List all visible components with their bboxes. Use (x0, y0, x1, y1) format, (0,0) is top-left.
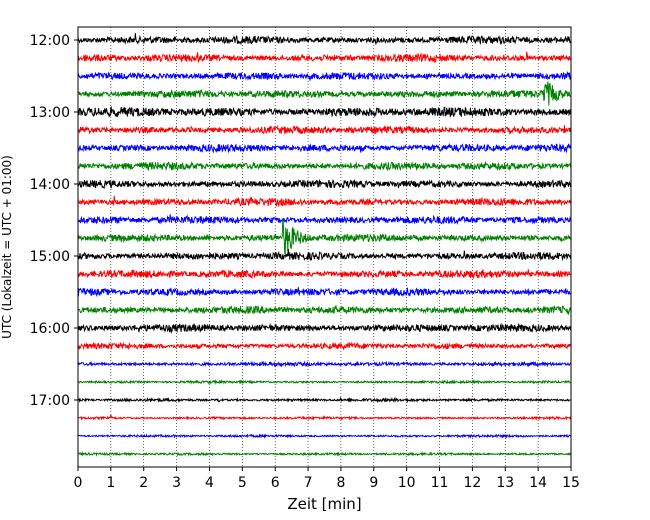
trace-row (77, 304, 572, 316)
x-tick-label: 9 (369, 475, 378, 491)
seismogram-trace (77, 160, 572, 172)
y-axis-label: UTC (Lokalzeit = UTC + 01:00) (0, 155, 14, 339)
x-tick-label: 2 (139, 475, 148, 491)
seismogram-trace (77, 450, 572, 457)
seismogram-trace (77, 379, 572, 385)
seismogram-trace (77, 214, 572, 225)
trace-row (77, 160, 572, 172)
trace-row (77, 214, 572, 225)
x-tick-label: 5 (238, 475, 247, 491)
trace-row (77, 70, 572, 81)
seismogram-trace (77, 248, 572, 262)
trace-row (77, 450, 572, 457)
x-tick-label: 7 (304, 475, 313, 491)
x-tick-label: 11 (431, 475, 449, 491)
seismogram-trace (77, 106, 572, 118)
seismogram-trace (77, 195, 572, 208)
trace-row (77, 142, 572, 154)
trace-row (77, 218, 572, 255)
trace-row (77, 178, 572, 190)
seismogram-trace (77, 142, 572, 154)
x-tick-label: 14 (529, 475, 547, 491)
trace-row (77, 433, 572, 439)
trace-row (77, 341, 572, 351)
y-tick-label: 13:00 (30, 105, 70, 121)
x-tick-label: 8 (336, 475, 345, 491)
trace-row (77, 51, 572, 64)
x-tick-label: 0 (74, 475, 83, 491)
trace-row (77, 379, 572, 385)
x-tick-label: 12 (463, 475, 481, 491)
seismogram-trace (77, 51, 572, 64)
y-tick-label: 17:00 (30, 393, 70, 409)
y-axis-ticks: 12:00 13:00 14:00 15:00 16:00 17:00 (30, 33, 78, 409)
trace-row (77, 322, 572, 334)
trace-row (77, 195, 572, 208)
trace-row (77, 268, 572, 280)
seismogram-trace (77, 304, 572, 316)
x-tick-label: 3 (172, 475, 181, 491)
y-tick-label: 15:00 (30, 249, 70, 265)
trace-row (77, 248, 572, 262)
y-tick-label: 14:00 (30, 177, 70, 193)
seismogram-trace (77, 268, 572, 280)
x-tick-label: 10 (398, 475, 416, 491)
y-tick-label: 12:00 (30, 33, 70, 49)
x-tick-label: 15 (562, 475, 580, 491)
seismogram-trace (77, 396, 572, 404)
trace-row (77, 81, 572, 106)
seismogram-trace (77, 178, 572, 190)
trace-row (77, 413, 572, 421)
seismogram-trace (77, 124, 572, 135)
seismogram-trace (77, 360, 572, 368)
seismogram-trace (77, 413, 572, 421)
y-tick-label: 16:00 (30, 321, 70, 337)
vertical-grid (110, 27, 539, 467)
x-axis-label: Zeit [min] (287, 495, 361, 513)
trace-rows (77, 33, 572, 457)
trace-row (77, 124, 572, 135)
x-tick-label: 4 (205, 475, 214, 491)
seismogram-trace (77, 33, 572, 46)
x-axis-ticks: 0 1 2 3 4 5 6 7 8 9 10 11 12 13 14 15 (74, 467, 580, 491)
plot-frame (77, 26, 572, 468)
seismogram-trace (77, 70, 572, 81)
trace-row (77, 287, 572, 297)
seismogram-trace (77, 287, 572, 297)
seismogram-trace (77, 218, 572, 255)
x-tick-label: 6 (271, 475, 280, 491)
seismogram-trace (77, 322, 572, 334)
trace-row (77, 396, 572, 404)
seismogram-trace (77, 81, 572, 106)
seismogram-trace (77, 341, 572, 351)
seismogram-trace (77, 433, 572, 439)
trace-row (77, 106, 572, 118)
trace-row (77, 360, 572, 368)
x-tick-label: 1 (106, 475, 115, 491)
trace-row (77, 33, 572, 46)
x-tick-label: 13 (496, 475, 514, 491)
